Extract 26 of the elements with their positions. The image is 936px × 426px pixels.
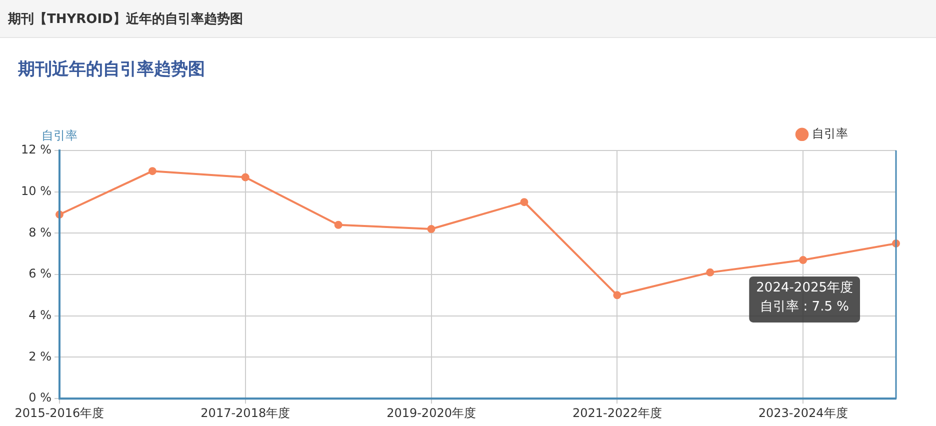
x-tick-label: 2019-2020年度 — [386, 406, 476, 420]
point — [334, 220, 342, 229]
x-tick-label: 2021-2022年度 — [572, 406, 662, 420]
y-tick-label: 0 % — [28, 390, 52, 405]
y-axis-title: 自引率 — [41, 128, 78, 143]
y-tick-label: 12 % — [20, 142, 52, 157]
text: 期刊【THYROID】近年的自引率趋势图 — [0, 0, 936, 38]
chart-title: 期刊近年的自引率趋势图 — [17, 60, 205, 80]
point — [427, 224, 436, 233]
legend-label: 自引率 — [812, 126, 848, 141]
y-tick-label: 2 % — [28, 349, 52, 364]
point — [148, 167, 156, 176]
y-tick-label: 6 % — [28, 266, 52, 281]
x-tick-label: 2017-2018年度 — [200, 406, 290, 420]
y-tick-label: 8 % — [28, 225, 52, 240]
point — [706, 268, 714, 276]
point — [241, 173, 250, 182]
y-tick-label: 10 % — [20, 184, 52, 198]
y-tick-label: 4 % — [28, 308, 52, 322]
point — [613, 291, 622, 300]
point — [520, 198, 528, 206]
x-tick-label: 2015-2016年度 — [14, 406, 104, 420]
x-tick-label: 2023-2024年度 — [758, 406, 848, 420]
annotation: 自引率 : 7.5 % — [760, 298, 849, 314]
annotation: 2024-2025年度 — [756, 279, 853, 296]
point — [799, 256, 808, 264]
